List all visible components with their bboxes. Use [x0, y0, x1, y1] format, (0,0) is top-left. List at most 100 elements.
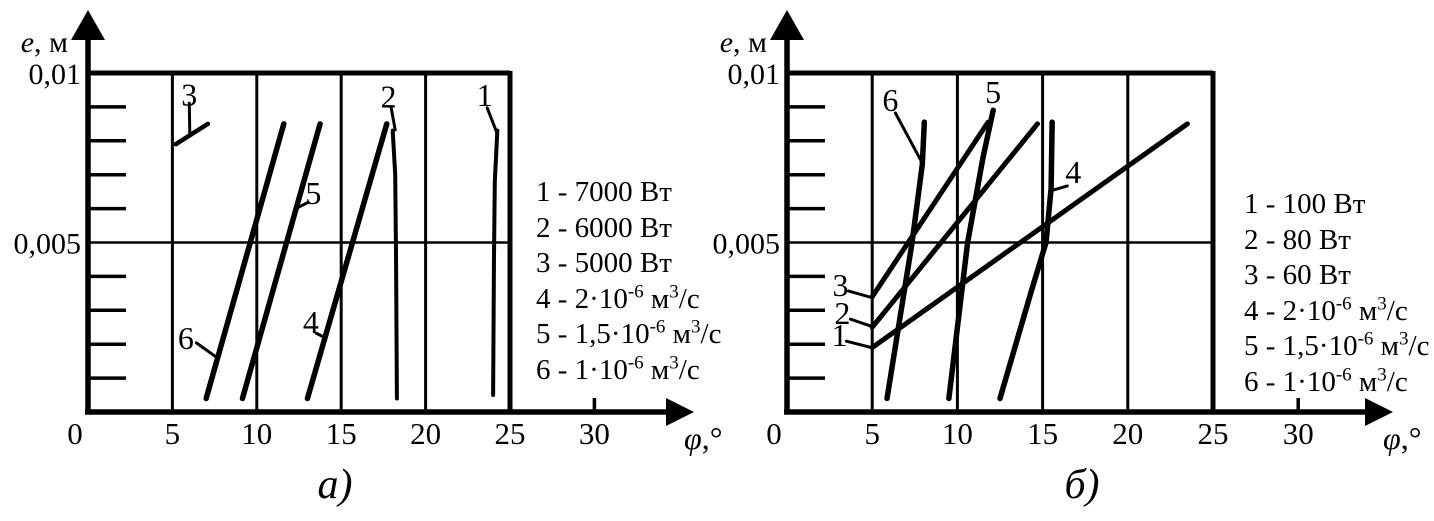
series-label-6: 6 [178, 320, 194, 356]
legend-text: 4 - 2·10 [536, 282, 628, 315]
series-label-leader-2 [389, 105, 397, 132]
series-label-1: 1 [477, 77, 493, 113]
series-label-leader-3 [187, 101, 192, 136]
legend-chart-a: 1 - 7000 Вт 2 - 6000 Вт 3 - 5000 Вт 4 - 2·1… [536, 175, 721, 388]
legend-text: /с [1386, 294, 1408, 327]
legend-text: 5 - 1,5·10 [1244, 330, 1358, 362]
legend-item-5: 5 - 1,5·10-6 м3/с [1244, 329, 1429, 365]
x-tick-label-30: 30 [579, 416, 610, 451]
legend-text: /с [678, 282, 700, 315]
legend-chart-b: 1 - 100 Вт 2 - 80 Вт 3 - 60 Вт 4 - 2·10-6 м… [1244, 187, 1429, 400]
legend-text: м [1373, 330, 1400, 362]
x-tick-label-5: 5 [165, 416, 181, 451]
legend-item-5: 5 - 1,5·10-6 м3/с [536, 317, 721, 353]
y-axis-arrow [71, 10, 105, 40]
legend-item-1: 1 - 7000 Вт [536, 175, 721, 211]
series-line-4 [304, 121, 390, 402]
series-label-2: 2 [380, 79, 396, 115]
series-label-3: 3 [833, 267, 849, 303]
y-axis-title: e, м [21, 26, 68, 59]
legend-superscript: -6 [649, 316, 666, 338]
y-tick-label-0,01: 0,01 [728, 58, 781, 91]
x-tick-label-0: 0 [766, 416, 782, 451]
series-label-6: 6 [882, 82, 898, 118]
series-label-leader-3 [846, 289, 873, 299]
x-tick-label-0: 0 [67, 416, 83, 451]
series-line-4 [997, 119, 1055, 402]
legend-text: 6 - 1·10 [536, 353, 628, 386]
x-tick-label-20: 20 [410, 416, 441, 451]
y-axis-title: e, м [720, 26, 767, 59]
series-label-leader-1 [485, 106, 499, 135]
series-line-5 [946, 107, 996, 402]
legend-superscript: 3 [1377, 363, 1387, 385]
caption-chart-b: б) [1064, 462, 1100, 508]
series-label-leader-1 [844, 339, 873, 350]
legend-text: 3 - 5000 Вт [536, 247, 672, 279]
series-label-1: 1 [831, 317, 847, 353]
legend-text: 6 - 1·10 [1244, 365, 1336, 398]
legend-superscript: -6 [1357, 328, 1374, 350]
chart-a: 0 5 10 15 20 25 30 0,01 0,005 e, м φ,° 1 2 3 4 5 6 [14, 10, 723, 456]
x-axis-title: φ,° [684, 420, 723, 456]
legend-superscript: -6 [627, 351, 644, 373]
series-line-1 [491, 128, 500, 398]
legend-text: м [665, 318, 692, 350]
series-label-2: 2 [834, 295, 850, 331]
legend-superscript: 3 [691, 316, 701, 338]
legend-superscript: -6 [1335, 363, 1352, 385]
series-line-1 [869, 121, 1190, 351]
legend-text: 4 - 2·10 [1244, 294, 1336, 327]
x-tick-label-25: 25 [1198, 416, 1229, 451]
legend-text: /с [1408, 330, 1430, 362]
series-line-6 [884, 119, 928, 402]
legend-superscript: 3 [1377, 292, 1387, 314]
x-tick-label-15: 15 [1027, 416, 1058, 451]
series-line-3 [173, 121, 211, 147]
series-label-leader-4 [314, 331, 326, 339]
legend-item-4: 4 - 2·10-6 м3/с [1244, 294, 1429, 330]
series-label-leader-4 [1052, 184, 1069, 192]
x-axis-arrow [1365, 398, 1393, 426]
legend-item-4: 4 - 2·10-6 м3/с [536, 282, 721, 318]
legend-item-6: 6 - 1·10-6 м3/с [536, 353, 721, 389]
legend-text: /с [1386, 365, 1408, 398]
series-line-2 [390, 128, 399, 401]
legend-text: 2 - 6000 Вт [536, 211, 672, 244]
x-tick-label-25: 25 [495, 416, 526, 451]
x-axis-arrow [666, 398, 694, 426]
x-axis-title: φ,° [1383, 420, 1422, 456]
series-line-5 [239, 121, 323, 402]
x-tick-label-10: 10 [942, 416, 973, 451]
legend-text: 1 - 7000 Вт [536, 176, 672, 208]
legend-text: /с [700, 318, 722, 350]
legend-item-1: 1 - 100 Вт [1244, 187, 1429, 223]
legend-text: 3 - 60 Вт [1244, 259, 1351, 291]
series-label-leader-6 [194, 341, 218, 359]
series-label-4: 4 [1065, 154, 1081, 190]
x-tick-label-5: 5 [864, 416, 880, 451]
series-label-leader-5 [295, 200, 310, 210]
series-label-3: 3 [181, 76, 197, 112]
legend-text: м [643, 353, 670, 386]
series-label-5: 5 [305, 175, 321, 211]
series-line-6 [203, 121, 287, 402]
legend-text: м [643, 282, 670, 315]
x-tick-label-15: 15 [326, 416, 357, 451]
series-label-5: 5 [985, 74, 1001, 110]
y-axis-arrow [770, 10, 804, 40]
legend-superscript: -6 [627, 280, 644, 302]
legend-item-3: 3 - 60 Вт [1244, 258, 1429, 294]
y-tick-label-0,005: 0,005 [14, 228, 82, 261]
caption-chart-a: а) [317, 462, 353, 508]
legend-superscript: 3 [1399, 328, 1409, 350]
legend-text: 1 - 100 Вт [1244, 188, 1366, 220]
legend-text: 5 - 1,5·10 [536, 318, 650, 350]
series-line-2 [869, 121, 1040, 330]
series-label-4: 4 [303, 304, 319, 340]
x-tick-label-10: 10 [241, 416, 272, 451]
series-line-3 [869, 119, 991, 300]
